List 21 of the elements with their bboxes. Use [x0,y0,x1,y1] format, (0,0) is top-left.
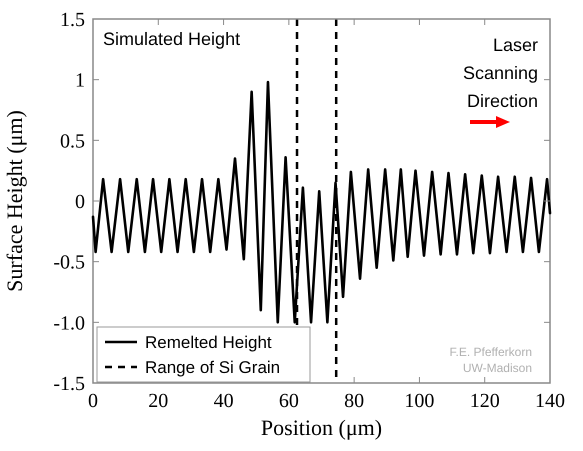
y-tick-label: -0.5 [53,252,85,274]
x-tick-label: 20 [148,390,168,412]
x-tick-label: 120 [470,390,500,412]
ref-line-label: Range of Si Grain [145,358,280,377]
x-axis-title: Position (μm) [260,415,382,440]
x-tick-label: 60 [278,390,299,412]
y-tick-label: -1.5 [53,373,85,395]
x-tick-label: 100 [404,390,434,412]
legend-label: Remelted Height [145,333,272,352]
annotation: Laser Scanning Direction [462,35,538,111]
x-tick-label: 80 [344,390,364,412]
x-tick-label: 140 [535,390,565,412]
x-tick-label: 40 [214,390,234,412]
annotation: Simulated Height [103,29,240,49]
y-tick-label: 1 [75,70,85,92]
y-tick-label: 0.5 [60,130,85,152]
y-axis-title: Surface Height (μm) [2,110,27,292]
y-tick-label: -1.0 [53,312,85,334]
annotation: F.E. Pfefferkorn UW-Madison [450,345,532,375]
y-tick-label: 1.5 [60,9,85,31]
y-tick-label: 0 [75,191,85,213]
